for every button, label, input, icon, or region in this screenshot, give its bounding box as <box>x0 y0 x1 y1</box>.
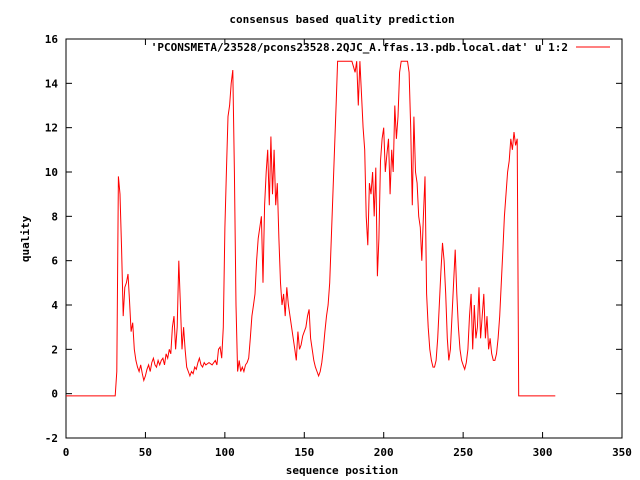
series-line-0 <box>66 60 556 397</box>
series-layer <box>66 60 556 397</box>
plot-frame <box>65 38 623 439</box>
x-tick-label: 350 <box>612 446 632 459</box>
legend-label: 'PCONSMETA/23528/pcons23528.2QJC_A.ffas.… <box>151 41 568 54</box>
axes: 0 50 100 150 200 250 300 350 -2 0 2 4 6 8 10 12 14 16 <box>45 33 632 459</box>
x-tick-label: 100 <box>215 446 235 459</box>
x-tick-label: 300 <box>533 446 553 459</box>
y-tick-label: 12 <box>45 122 58 135</box>
y-tick-label: 4 <box>51 299 58 312</box>
x-tick-label: 150 <box>294 446 314 459</box>
chart-title: consensus based quality prediction <box>229 13 454 26</box>
x-tick-label: 50 <box>139 446 152 459</box>
y-tick-label: 10 <box>45 166 58 179</box>
y-tick-label: 8 <box>51 210 58 223</box>
x-tick-label: 200 <box>374 446 394 459</box>
y-tick-label: 14 <box>45 77 59 90</box>
legend: 'PCONSMETA/23528/pcons23528.2QJC_A.ffas.… <box>151 41 610 54</box>
x-axis-label: sequence position <box>286 464 399 477</box>
y-axis-label: quality <box>19 215 32 262</box>
x-tick-label: 250 <box>453 446 473 459</box>
y-tick-label: 2 <box>51 343 58 356</box>
y-tick-label: -2 <box>45 432 58 445</box>
y-tick-label: 16 <box>45 33 59 46</box>
x-tick-label: 0 <box>63 446 70 459</box>
y-tick-label: 6 <box>51 255 58 268</box>
y-tick-label: 0 <box>51 388 58 401</box>
